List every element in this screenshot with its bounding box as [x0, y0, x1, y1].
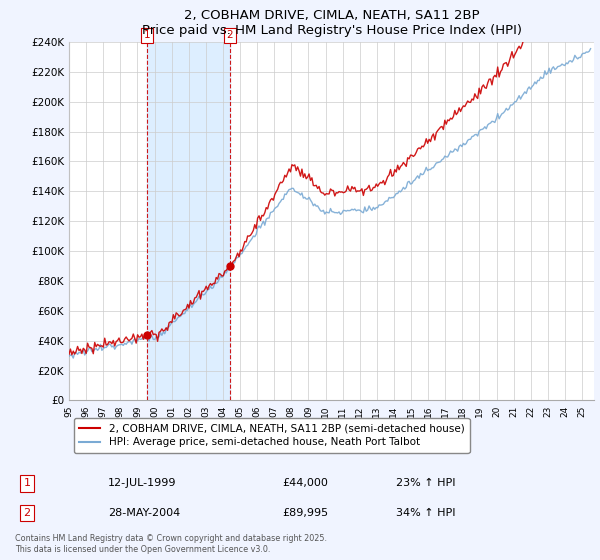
Title: 2, COBHAM DRIVE, CIMLA, NEATH, SA11 2BP
Price paid vs. HM Land Registry's House : 2, COBHAM DRIVE, CIMLA, NEATH, SA11 2BP … [142, 8, 521, 36]
Text: 34% ↑ HPI: 34% ↑ HPI [396, 508, 455, 518]
Text: £89,995: £89,995 [282, 508, 328, 518]
Bar [146, 42, 230, 400]
Legend: 2, COBHAM DRIVE, CIMLA, NEATH, SA11 2BP (semi-detached house), HPI: Average pric: 2, COBHAM DRIVE, CIMLA, NEATH, SA11 2BP … [74, 418, 470, 452]
Text: 12-JUL-1999: 12-JUL-1999 [108, 478, 176, 488]
Text: 1: 1 [143, 30, 150, 40]
Text: 28-MAY-2004: 28-MAY-2004 [108, 508, 180, 518]
Text: 2: 2 [23, 508, 31, 518]
Text: 1: 1 [23, 478, 31, 488]
Text: £44,000: £44,000 [282, 478, 328, 488]
Text: 2: 2 [227, 30, 233, 40]
Text: Contains HM Land Registry data © Crown copyright and database right 2025.
This d: Contains HM Land Registry data © Crown c… [15, 534, 327, 553]
Text: 23% ↑ HPI: 23% ↑ HPI [396, 478, 455, 488]
